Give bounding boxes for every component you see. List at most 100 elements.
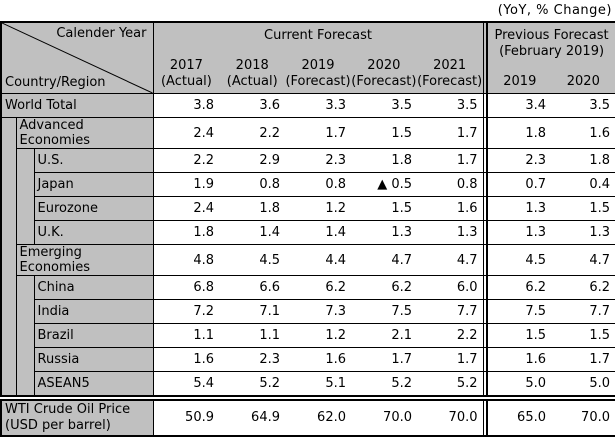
indent-strip (1, 118, 16, 396)
value-cell: 1.4 (285, 221, 351, 245)
value-cell: 1.5 (551, 197, 615, 221)
current-forecast-header: Current Forecast 2017(Actual) 2018(Actua… (153, 22, 483, 94)
year-column-header: 2019 (488, 74, 552, 90)
value-cell: 4.5 (487, 245, 551, 276)
value-cell: 1.3 (487, 221, 551, 245)
value-cell: 4.7 (351, 245, 417, 276)
corner-label-country-region: Country/Region (5, 75, 106, 90)
table-row-china: China 6.8 6.6 6.2 6.2 6.0 6.2 6.2 (1, 276, 615, 300)
forecast-table: Calender Year Country/Region Current For… (0, 21, 615, 397)
header-row: Calender Year Country/Region Current For… (1, 22, 615, 94)
value-cell: 5.1 (285, 372, 351, 396)
year-column-header: 2019(Forecast) (285, 58, 351, 91)
row-label: India (34, 300, 153, 324)
previous-forecast-year-row: 2019 2020 (488, 74, 615, 90)
value-cell: 4.7 (417, 245, 483, 276)
table-row-advanced-economies: Advanced Economies 2.4 2.2 1.7 1.5 1.7 1… (1, 118, 615, 149)
value-cell: 1.8 (351, 149, 417, 173)
value-cell: 1.9 (153, 173, 219, 197)
row-label: China (34, 276, 153, 300)
value-cell: 5.2 (351, 372, 417, 396)
table-row-world-total: World Total 3.8 3.6 3.3 3.5 3.5 3.4 3.5 (1, 94, 615, 118)
value-cell: 0.4 (551, 173, 615, 197)
value-cell: 1.5 (551, 324, 615, 348)
value-cell: 0.8 (219, 173, 285, 197)
value-cell: 6.2 (551, 276, 615, 300)
value-cell: ▲ 0.5 (351, 173, 417, 197)
value-cell: 5.4 (153, 372, 219, 396)
value-cell: 2.1 (351, 324, 417, 348)
value-cell: 6.0 (417, 276, 483, 300)
corner-label-calendar-year: Calender Year (56, 26, 146, 41)
value-cell: 2.9 (219, 149, 285, 173)
value-cell: 6.6 (219, 276, 285, 300)
table-row-eurozone: Eurozone 2.4 1.8 1.2 1.5 1.6 1.3 1.5 (1, 197, 615, 221)
row-label: World Total (1, 94, 153, 118)
value-cell: 3.4 (487, 94, 551, 118)
row-label: Emerging Economies (16, 245, 153, 276)
value-cell: 1.1 (219, 324, 285, 348)
value-cell: 1.6 (551, 118, 615, 149)
value-cell: 1.5 (487, 324, 551, 348)
value-cell: 3.8 (153, 94, 219, 118)
units-caption: (YoY, % Change) (0, 0, 615, 21)
row-label: Russia (34, 348, 153, 372)
value-cell: 7.7 (417, 300, 483, 324)
value-cell: 4.7 (551, 245, 615, 276)
value-cell: 7.2 (153, 300, 219, 324)
value-cell: 6.8 (153, 276, 219, 300)
value-cell: 7.7 (551, 300, 615, 324)
row-label: ASEAN5 (34, 372, 153, 396)
value-cell: 2.2 (219, 118, 285, 149)
value-cell: 0.7 (487, 173, 551, 197)
year-column-header: 2018(Actual) (219, 58, 285, 91)
value-cell: 3.3 (285, 94, 351, 118)
value-cell: 1.7 (417, 348, 483, 372)
year-column-header: 2020 (552, 74, 615, 90)
table-row-uk: U.K. 1.8 1.4 1.4 1.3 1.3 1.3 1.3 (1, 221, 615, 245)
value-cell: 1.2 (285, 324, 351, 348)
value-cell: 5.2 (417, 372, 483, 396)
value-cell: 1.7 (417, 118, 483, 149)
value-cell: 1.6 (285, 348, 351, 372)
value-cell: 5.0 (487, 372, 551, 396)
value-cell: 2.2 (153, 149, 219, 173)
previous-forecast-title: Previous Forecast (February 2019) (488, 28, 615, 61)
value-cell: 0.8 (285, 173, 351, 197)
year-column-header: 2020(Forecast) (351, 58, 417, 91)
value-cell: 1.7 (351, 348, 417, 372)
row-label: Japan (34, 173, 153, 197)
value-cell: 1.8 (551, 149, 615, 173)
value-cell: 4.4 (285, 245, 351, 276)
value-cell: 5.0 (551, 372, 615, 396)
current-forecast-title: Current Forecast (154, 28, 483, 43)
value-cell: 1.7 (551, 348, 615, 372)
value-cell: 1.7 (285, 118, 351, 149)
table-row-asean5: ASEAN5 5.4 5.2 5.1 5.2 5.2 5.0 5.0 (1, 372, 615, 396)
table-row-emerging-economies: Emerging Economies 4.8 4.5 4.4 4.7 4.7 4… (1, 245, 615, 276)
table-row-india: India 7.2 7.1 7.3 7.5 7.7 7.5 7.7 (1, 300, 615, 324)
year-column-header: 2017(Actual) (154, 58, 220, 91)
value-cell: 1.3 (551, 221, 615, 245)
table-row-japan: Japan 1.9 0.8 0.8 ▲ 0.5 0.8 0.7 0.4 (1, 173, 615, 197)
value-cell: 2.3 (487, 149, 551, 173)
indent-strip (16, 276, 34, 396)
value-cell: 7.5 (487, 300, 551, 324)
previous-forecast-header: Previous Forecast (February 2019) 2019 2… (487, 22, 615, 94)
year-column-header: 2021(Forecast) (417, 58, 483, 91)
current-forecast-year-row: 2017(Actual) 2018(Actual) 2019(Forecast)… (154, 58, 483, 91)
value-cell: 1.6 (487, 348, 551, 372)
wti-crude-oil-table: WTI Crude Oil Price (USD per barrel) 50.… (0, 399, 615, 437)
value-cell: 7.3 (285, 300, 351, 324)
value-cell: 2.3 (219, 348, 285, 372)
value-cell: 3.5 (351, 94, 417, 118)
value-cell: 1.8 (219, 197, 285, 221)
value-cell: 1.3 (487, 197, 551, 221)
value-cell: 7.5 (351, 300, 417, 324)
value-cell: 1.6 (417, 197, 483, 221)
value-cell: 1.6 (153, 348, 219, 372)
value-cell: 1.3 (351, 221, 417, 245)
value-cell: 3.5 (417, 94, 483, 118)
indent-strip (16, 149, 34, 245)
value-cell: 4.8 (153, 245, 219, 276)
